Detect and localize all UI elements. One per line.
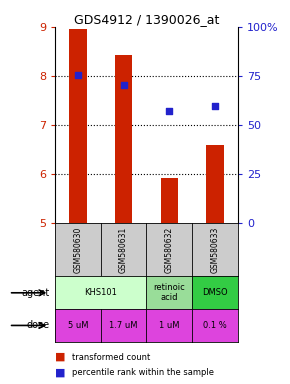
Text: GSM580633: GSM580633 bbox=[211, 227, 220, 273]
Text: transformed count: transformed count bbox=[72, 353, 151, 362]
Text: retinoic
acid: retinoic acid bbox=[153, 283, 185, 303]
Text: 1 uM: 1 uM bbox=[159, 321, 180, 330]
Point bbox=[121, 81, 126, 88]
Text: KHS101: KHS101 bbox=[84, 288, 117, 297]
Title: GDS4912 / 1390026_at: GDS4912 / 1390026_at bbox=[74, 13, 219, 26]
Text: 5 uM: 5 uM bbox=[68, 321, 88, 330]
Text: ■: ■ bbox=[55, 367, 66, 377]
Text: GSM580632: GSM580632 bbox=[165, 227, 174, 273]
Text: GSM580630: GSM580630 bbox=[73, 227, 82, 273]
Text: 0.1 %: 0.1 % bbox=[203, 321, 227, 330]
Point bbox=[213, 103, 217, 109]
Text: GSM580631: GSM580631 bbox=[119, 227, 128, 273]
Text: ■: ■ bbox=[55, 352, 66, 362]
Text: percentile rank within the sample: percentile rank within the sample bbox=[72, 368, 215, 377]
Point bbox=[167, 108, 172, 114]
Text: dose: dose bbox=[26, 320, 49, 331]
Text: agent: agent bbox=[21, 288, 49, 298]
Bar bbox=[69, 29, 87, 223]
Text: DMSO: DMSO bbox=[202, 288, 228, 297]
Bar bbox=[161, 178, 178, 223]
Point bbox=[76, 72, 80, 78]
Text: 1.7 uM: 1.7 uM bbox=[109, 321, 138, 330]
Bar bbox=[115, 55, 132, 223]
Bar bbox=[206, 146, 224, 223]
